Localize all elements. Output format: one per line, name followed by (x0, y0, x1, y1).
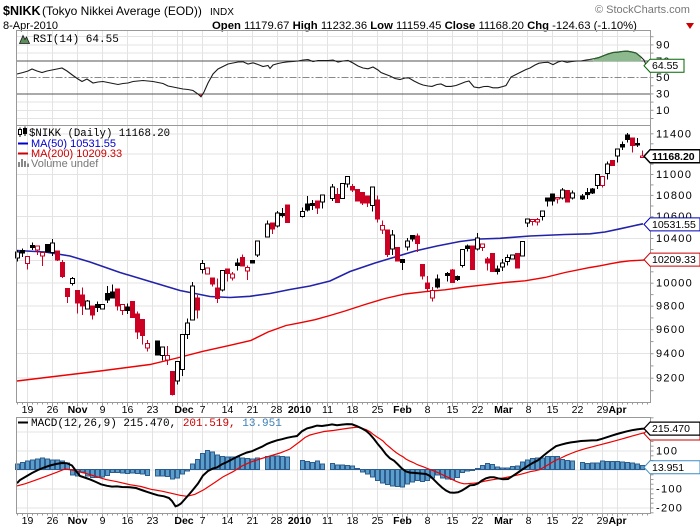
svg-text:9400: 9400 (656, 348, 686, 360)
svg-text:Nov: Nov (68, 404, 88, 416)
svg-text:8: 8 (526, 515, 532, 527)
svg-text:Apr: Apr (608, 404, 626, 416)
svg-text:215.470: 215.470 (652, 423, 690, 435)
svg-text:50: 50 (656, 72, 671, 84)
svg-text:8-Apr-2010: 8-Apr-2010 (3, 20, 58, 32)
svg-text:22: 22 (572, 515, 584, 527)
svg-text:Mar: Mar (494, 515, 513, 527)
svg-text:8: 8 (425, 515, 431, 527)
svg-text:18: 18 (347, 515, 359, 527)
svg-text:29: 29 (597, 515, 609, 527)
svg-text:18: 18 (347, 404, 359, 416)
svg-text:9200: 9200 (656, 373, 686, 385)
svg-text:(Tokyo Nikkei Average (EOD)): (Tokyo Nikkei Average (EOD)) (42, 4, 202, 18)
svg-text:21: 21 (247, 515, 259, 527)
svg-text:10531.55: 10531.55 (652, 219, 696, 231)
svg-text:MA(200) 10209.33: MA(200) 10209.33 (31, 148, 122, 160)
svg-text:22: 22 (572, 404, 584, 416)
svg-text:26: 26 (47, 404, 59, 416)
svg-text:10000: 10000 (656, 278, 693, 290)
svg-text:8: 8 (526, 404, 532, 416)
svg-text:Feb: Feb (393, 515, 412, 527)
svg-text:15: 15 (547, 404, 559, 416)
svg-text:MACD(12,26,9) 215.470, 201.519: MACD(12,26,9) 215.470, 201.519, 13.951 (31, 418, 282, 430)
svg-text:28: 28 (271, 404, 283, 416)
svg-text:29: 29 (597, 404, 609, 416)
svg-text:8: 8 (425, 404, 431, 416)
svg-text:Dec: Dec (174, 515, 193, 527)
svg-text:16: 16 (122, 404, 134, 416)
svg-text:16: 16 (122, 515, 134, 527)
svg-text:11000: 11000 (656, 169, 692, 181)
svg-text:Volume undef: Volume undef (31, 158, 99, 170)
svg-text:Open 11179.67 High 11232.36: Open 11179.67 High 11232.36 Low 11159.45… (212, 20, 637, 32)
svg-text:RSI(14) 64.55: RSI(14) 64.55 (33, 34, 119, 46)
svg-text:Mar: Mar (494, 404, 513, 416)
svg-text:28: 28 (271, 515, 283, 527)
svg-text:10800: 10800 (656, 190, 693, 202)
svg-text:Feb: Feb (393, 404, 412, 416)
svg-text:9: 9 (100, 515, 106, 527)
svg-text:$NIKK (Daily) 11168.20: $NIKK (Daily) 11168.20 (29, 128, 170, 140)
svg-text:23: 23 (147, 404, 159, 416)
svg-text:25: 25 (372, 404, 384, 416)
svg-text:22: 22 (472, 404, 484, 416)
svg-text:22: 22 (472, 515, 484, 527)
svg-text:-200: -200 (656, 503, 683, 515)
svg-text:100: 100 (656, 446, 678, 458)
svg-text:Apr: Apr (608, 515, 626, 527)
svg-text:9: 9 (100, 404, 106, 416)
svg-text:10209.33: 10209.33 (652, 254, 696, 266)
svg-text:26: 26 (47, 515, 59, 527)
svg-text:13.951: 13.951 (652, 462, 684, 474)
svg-text:© StockCharts.com: © StockCharts.com (595, 4, 690, 16)
svg-text:14: 14 (222, 404, 234, 416)
svg-text:30: 30 (656, 88, 671, 100)
svg-text:$NIKK: $NIKK (3, 4, 41, 18)
svg-text:23: 23 (147, 515, 159, 527)
svg-text:Dec: Dec (174, 404, 193, 416)
svg-text:2010: 2010 (288, 404, 312, 416)
svg-text:19: 19 (22, 404, 34, 416)
svg-text:11168.20: 11168.20 (652, 151, 695, 163)
svg-text:11400: 11400 (656, 128, 692, 140)
svg-text:7: 7 (200, 515, 206, 527)
svg-text:10: 10 (656, 105, 671, 117)
svg-text:19: 19 (22, 515, 34, 527)
svg-text:15: 15 (447, 404, 459, 416)
svg-text:15: 15 (447, 515, 459, 527)
svg-text:MA(50) 10531.55: MA(50) 10531.55 (31, 138, 116, 150)
svg-text:64.55: 64.55 (652, 60, 678, 72)
svg-text:2010: 2010 (288, 515, 312, 527)
svg-text:25: 25 (372, 515, 384, 527)
svg-text:11: 11 (322, 515, 333, 527)
svg-text:9800: 9800 (656, 301, 686, 313)
svg-text:INDX: INDX (210, 7, 234, 18)
svg-text:21: 21 (247, 404, 259, 416)
svg-text:14: 14 (222, 515, 234, 527)
svg-text:7: 7 (200, 404, 206, 416)
svg-text:11: 11 (322, 404, 333, 416)
svg-text:15: 15 (547, 515, 559, 527)
svg-text:90: 90 (656, 39, 671, 51)
svg-text:9600: 9600 (656, 324, 686, 336)
svg-text:Nov: Nov (68, 515, 88, 527)
svg-text:10400: 10400 (656, 233, 693, 245)
svg-text:-100: -100 (656, 484, 683, 496)
